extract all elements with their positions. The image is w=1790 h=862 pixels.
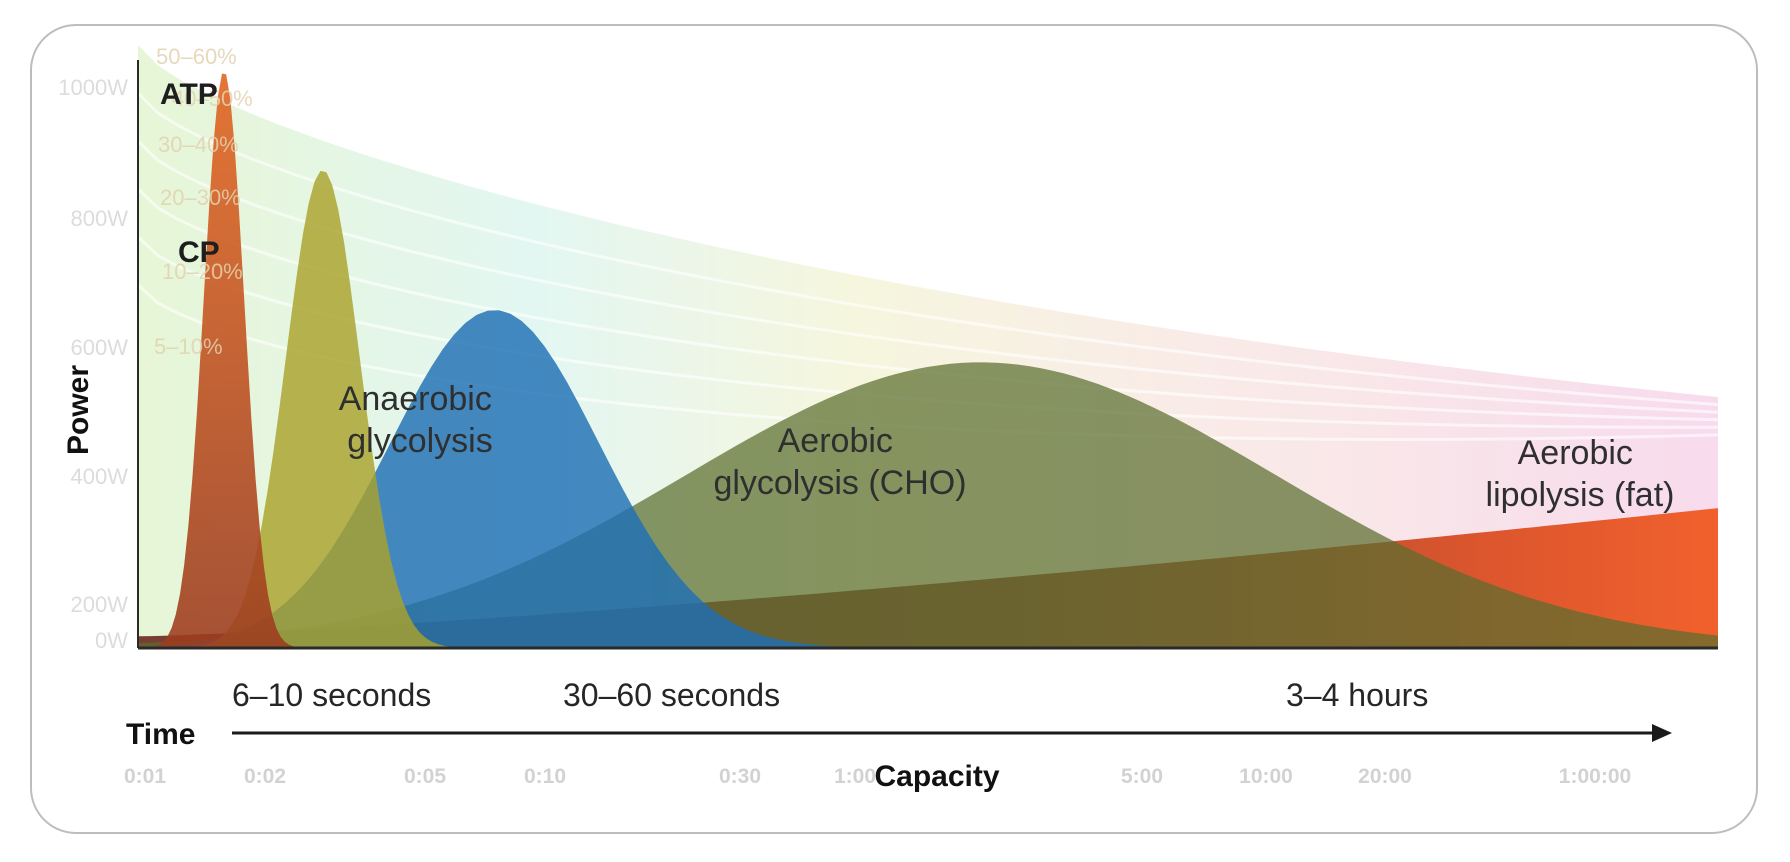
x-tick-0-05: 0:05 (404, 765, 446, 788)
band-label-20-30: 20–30% (160, 185, 241, 210)
time-axis-title: Time (126, 718, 195, 751)
series-anaerobic-glycolysis (138, 310, 1718, 648)
series-atp (138, 73, 642, 648)
aerobic-cho-line-2: glycolysis (CHO) (713, 464, 966, 502)
series-cp (138, 170, 845, 648)
y-axis-title: Power (62, 365, 95, 455)
band-label-10-20: 10–20% (162, 259, 243, 284)
axis-layer (137, 60, 1718, 742)
series-labels: ATP CP Anaerobic glycolysis Aerobic glyc… (160, 78, 1674, 514)
duration-3-4-hours: 3–4 hours (1286, 677, 1428, 713)
duration-annotations: 6–10 seconds 30–60 seconds 3–4 hours (232, 677, 1428, 713)
band-label-30-40: 30–40% (158, 132, 239, 157)
band-label-40-50: 40–50% (172, 86, 253, 111)
series-label-aerobic-fat: Aerobic lipolysis (fat) (1486, 434, 1675, 514)
y-tick-800: 800W (71, 206, 129, 231)
time-arrow-head (1652, 724, 1672, 742)
fatigue-band-edge (136, 139, 1719, 414)
y-tick-labels: 0W 200W 400W 600W 800W 1000W (58, 75, 128, 653)
band-labels: 5–10% 10–20% 20–30% 30–40% 40–50% 50–60% (154, 44, 253, 359)
y-tick-600: 600W (71, 335, 129, 360)
aerobic-cho-line-1: Aerobic (778, 422, 893, 460)
series-layer (138, 73, 1718, 648)
anaerobic-line-1: Anaerobic (339, 380, 492, 418)
x-tick-20-00: 20:00 (1358, 765, 1412, 788)
band-label-5-10: 5–10% (154, 334, 223, 359)
x-tick-0-02: 0:02 (244, 765, 286, 788)
series-label-cp: CP (178, 236, 220, 269)
series-label-aerobic-cho: Aerobic glycolysis (CHO) (713, 422, 966, 502)
x-tick-10-00: 10:00 (1239, 765, 1293, 788)
x-tick-0-30: 0:30 (719, 765, 761, 788)
fatigue-band-edge (136, 91, 1719, 407)
y-tick-0: 0W (95, 628, 128, 653)
band-label-50-60: 50–60% (156, 44, 237, 69)
duration-30-60-seconds: 30–60 seconds (563, 677, 780, 713)
y-tick-200: 200W (71, 592, 129, 617)
series-label-anaerobic: Anaerobic glycolysis (339, 380, 502, 460)
x-tick-1-00-00: 1:00:00 (1559, 765, 1631, 788)
x-tick-0-01: 0:01 (124, 765, 166, 788)
y-tick-1000: 1000W (58, 75, 128, 100)
x-axis-title: Capacity (874, 760, 999, 793)
aerobic-fat-line-2: lipolysis (fat) (1486, 476, 1675, 514)
duration-6-10-seconds: 6–10 seconds (232, 677, 431, 713)
anaerobic-line-2: glycolysis (347, 422, 492, 460)
x-tick-0-10: 0:10 (524, 765, 566, 788)
aerobic-fat-line-1: Aerobic (1518, 434, 1633, 472)
series-label-atp: ATP (160, 78, 218, 111)
x-tick-1-00: 1:00 (834, 765, 876, 788)
y-tick-400: 400W (71, 464, 129, 489)
x-tick-labels: 0:01 0:02 0:05 0:10 0:30 1:00 5:00 10:00… (124, 765, 1631, 788)
x-tick-5-00: 5:00 (1121, 765, 1163, 788)
